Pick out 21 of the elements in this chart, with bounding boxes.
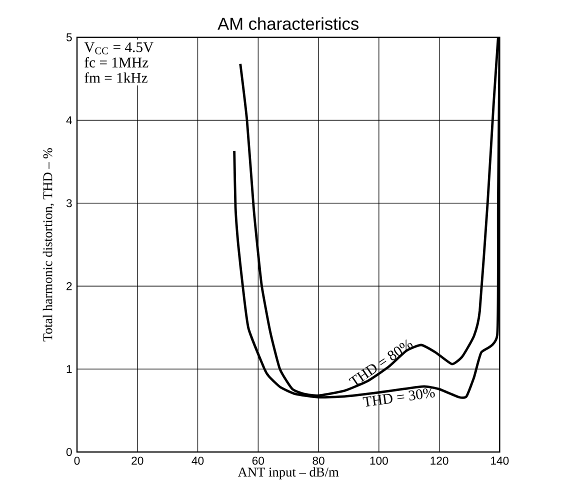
x-tick-label: 0 <box>74 456 80 465</box>
y-axis-title: Total harmonic distortion, THD – % <box>42 148 54 342</box>
chart-title: AM characteristics <box>218 17 358 30</box>
x-tick-label: 140 <box>491 456 509 465</box>
y-tick-label: 4 <box>66 116 72 124</box>
x-tick-label: 40 <box>192 456 204 465</box>
x-tick-label: 20 <box>132 456 144 465</box>
x-tick-label: 120 <box>430 456 448 465</box>
x-tick-label: 80 <box>312 456 324 465</box>
text: THD = 30% <box>362 388 435 407</box>
annotation: V$_{CC}$ = 4.5V <box>84 42 154 54</box>
x-tick-label: 60 <box>252 456 264 465</box>
y-tick-label: 2 <box>66 282 72 290</box>
annotation: fm = 1kHz <box>84 72 148 83</box>
y-tick-label: 0 <box>66 448 72 456</box>
y-tick-label: 1 <box>66 365 72 373</box>
x-axis-title: ANT input – dB/m <box>238 467 339 480</box>
y-tick-label: 3 <box>66 199 72 208</box>
annotation: fc = 1MHz <box>84 56 148 68</box>
x-tick-label: 100 <box>370 456 388 465</box>
y-tick-label: 5 <box>66 33 72 42</box>
